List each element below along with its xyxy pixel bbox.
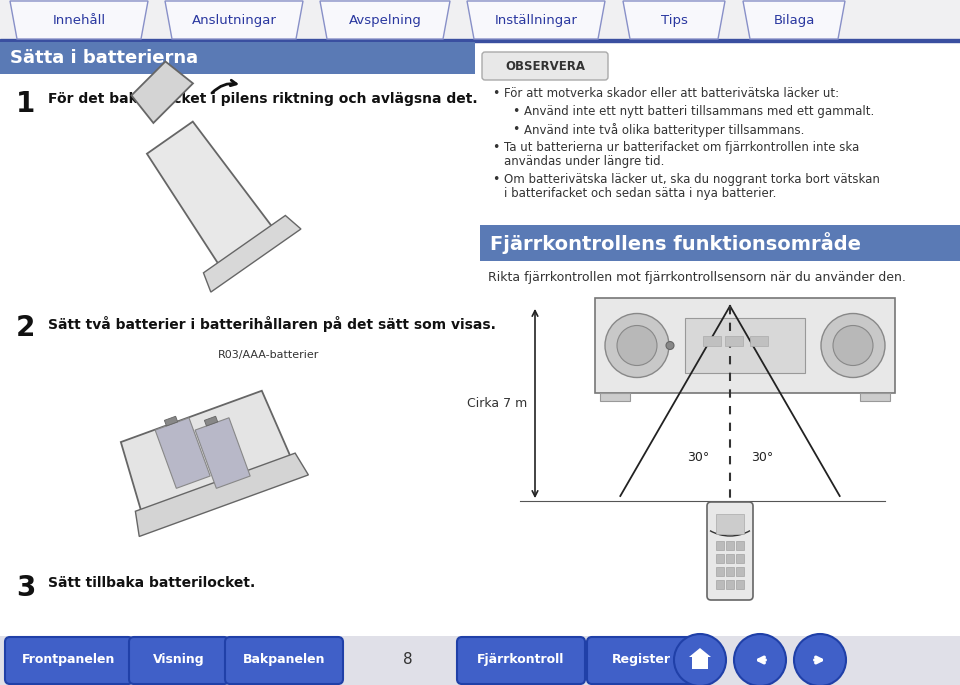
- Text: Sätta i batterierna: Sätta i batterierna: [10, 49, 198, 67]
- Text: Inställningar: Inställningar: [494, 14, 577, 27]
- Bar: [736, 567, 744, 576]
- FancyBboxPatch shape: [482, 52, 608, 80]
- FancyBboxPatch shape: [457, 637, 585, 684]
- Polygon shape: [743, 1, 845, 39]
- Text: Innehåll: Innehåll: [53, 14, 106, 27]
- Text: Ta ut batterierna ur batterifacket om fjärrkontrollen inte ska: Ta ut batterierna ur batterifacket om fj…: [504, 141, 859, 154]
- Circle shape: [617, 325, 657, 366]
- Bar: [716, 567, 724, 576]
- Text: •: •: [492, 87, 499, 100]
- Bar: [716, 541, 724, 550]
- Bar: [716, 514, 744, 534]
- Text: •: •: [512, 105, 519, 118]
- Text: Avspelning: Avspelning: [348, 14, 421, 27]
- Polygon shape: [195, 418, 251, 488]
- Text: För det bakre locket i pilens riktning och avlägsna det.: För det bakre locket i pilens riktning o…: [48, 92, 478, 106]
- Text: 2: 2: [16, 314, 36, 342]
- Text: Frontpanelen: Frontpanelen: [22, 653, 116, 667]
- Text: Fjärrkontrollens funktionsområde: Fjärrkontrollens funktionsområde: [490, 232, 861, 254]
- Text: Sätt tillbaka batterilocket.: Sätt tillbaka batterilocket.: [48, 576, 255, 590]
- Text: användas under längre tid.: användas under längre tid.: [504, 155, 664, 168]
- Bar: [716, 580, 724, 589]
- Text: •: •: [492, 141, 499, 154]
- Polygon shape: [467, 1, 605, 39]
- FancyBboxPatch shape: [129, 637, 229, 684]
- Bar: [0, 636, 960, 685]
- Text: OBSERVERA: OBSERVERA: [505, 60, 585, 73]
- FancyBboxPatch shape: [225, 637, 343, 684]
- FancyBboxPatch shape: [707, 502, 753, 600]
- Text: Använd inte två olika batterityper tillsammans.: Använd inte två olika batterityper tills…: [524, 123, 804, 137]
- FancyBboxPatch shape: [5, 637, 133, 684]
- Text: Bakpanelen: Bakpanelen: [243, 653, 325, 667]
- FancyBboxPatch shape: [587, 637, 695, 684]
- Polygon shape: [689, 648, 711, 669]
- Polygon shape: [132, 62, 193, 123]
- Circle shape: [833, 325, 873, 366]
- Text: Bilaga: Bilaga: [774, 14, 815, 27]
- Polygon shape: [147, 122, 277, 271]
- Polygon shape: [156, 418, 210, 488]
- Bar: [716, 554, 724, 563]
- Circle shape: [734, 634, 786, 685]
- Text: 30°: 30°: [751, 451, 773, 464]
- Polygon shape: [320, 1, 450, 39]
- Bar: [736, 554, 744, 563]
- Bar: [0, 39, 960, 42]
- Text: 1: 1: [16, 90, 36, 118]
- Bar: [726, 554, 734, 563]
- Bar: [725, 336, 743, 346]
- Bar: [703, 336, 721, 346]
- Polygon shape: [204, 216, 300, 292]
- Text: Sätt två batterier i batterihållaren på det sätt som visas.: Sätt två batterier i batterihållaren på …: [48, 316, 496, 332]
- Text: •: •: [492, 173, 499, 186]
- Polygon shape: [164, 416, 178, 426]
- Bar: [685, 318, 805, 373]
- Bar: [726, 541, 734, 550]
- Polygon shape: [10, 1, 148, 39]
- Text: Om batterivätska läcker ut, ska du noggrant torka bort vätskan: Om batterivätska läcker ut, ska du noggr…: [504, 173, 880, 186]
- Text: i batterifacket och sedan sätta i nya batterier.: i batterifacket och sedan sätta i nya ba…: [504, 187, 777, 200]
- Text: För att motverka skador eller att batterivätska läcker ut:: För att motverka skador eller att batter…: [504, 87, 839, 100]
- Bar: [726, 567, 734, 576]
- Text: 8: 8: [403, 653, 413, 667]
- Bar: [736, 541, 744, 550]
- Circle shape: [821, 314, 885, 377]
- Bar: [726, 580, 734, 589]
- Bar: [736, 580, 744, 589]
- Text: Anslutningar: Anslutningar: [192, 14, 276, 27]
- Bar: [595, 298, 895, 393]
- Text: Rikta fjärrkontrollen mot fjärrkontrollsensorn när du använder den.: Rikta fjärrkontrollen mot fjärrkontrolls…: [488, 271, 906, 284]
- Polygon shape: [135, 453, 308, 536]
- Polygon shape: [165, 1, 303, 39]
- Polygon shape: [204, 416, 218, 426]
- Polygon shape: [623, 1, 725, 39]
- Bar: [480, 225, 960, 261]
- Text: Tips: Tips: [660, 14, 687, 27]
- Circle shape: [794, 634, 846, 685]
- Text: Register: Register: [612, 653, 670, 667]
- Bar: [860, 393, 890, 401]
- Text: •: •: [512, 123, 519, 136]
- Bar: [0, 0, 960, 42]
- Circle shape: [666, 342, 674, 349]
- Text: 3: 3: [16, 574, 36, 602]
- Text: Cirka 7 m: Cirka 7 m: [467, 397, 527, 410]
- Text: Använd inte ett nytt batteri tillsammans med ett gammalt.: Använd inte ett nytt batteri tillsammans…: [524, 105, 875, 118]
- Bar: [750, 336, 768, 346]
- Circle shape: [605, 314, 669, 377]
- Text: 30°: 30°: [686, 451, 709, 464]
- Polygon shape: [121, 390, 294, 519]
- Circle shape: [674, 634, 726, 685]
- Text: Fjärrkontroll: Fjärrkontroll: [477, 653, 564, 667]
- Bar: [0, 42, 475, 74]
- Text: Visning: Visning: [154, 653, 204, 667]
- Bar: [600, 393, 630, 401]
- Text: R03/AAA-batterier: R03/AAA-batterier: [218, 350, 320, 360]
